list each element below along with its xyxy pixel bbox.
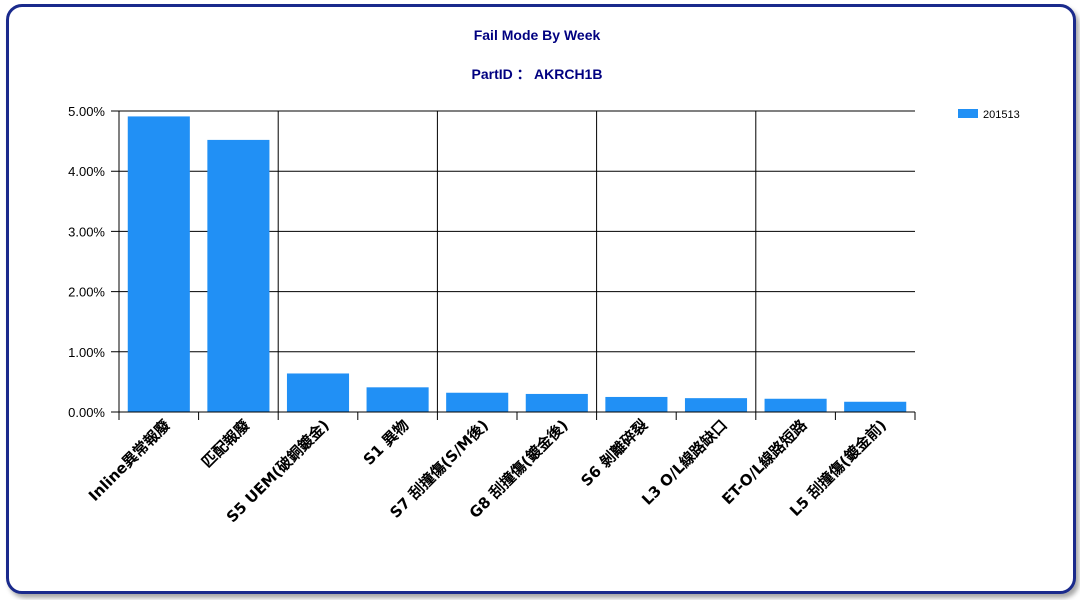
y-tick-label: 3.00% xyxy=(68,224,105,239)
x-tick-label: S6 剝離碎裂 xyxy=(577,416,651,490)
legend-swatch xyxy=(958,109,978,118)
bar xyxy=(844,401,907,412)
axes xyxy=(118,111,916,420)
legend: 201513 xyxy=(958,109,1020,121)
x-tick-label: 匹配報廢 xyxy=(198,415,254,471)
bars xyxy=(127,116,907,412)
bar xyxy=(207,139,270,412)
y-tick-label: 0.00% xyxy=(68,405,105,420)
x-tick-label: L3 O/L線路缺口 xyxy=(638,416,731,509)
bar xyxy=(605,396,668,412)
bar xyxy=(127,116,190,412)
bar xyxy=(286,373,350,412)
y-tick-labels: 0.00% 1.00% 2.00% 3.00% 4.00% 5.00% xyxy=(68,104,105,420)
x-tick-label: Inline異常報廢 xyxy=(85,415,174,504)
bar xyxy=(446,392,509,412)
y-tick-label: 1.00% xyxy=(68,345,105,360)
x-tick-label: S1 異物 xyxy=(360,416,413,469)
bar xyxy=(366,387,429,412)
bar xyxy=(525,393,588,412)
bar xyxy=(684,398,748,412)
y-tick-label: 5.00% xyxy=(68,104,105,119)
chart-subtitle: PartID ： AKRCH1B xyxy=(472,66,603,82)
bar xyxy=(764,398,827,412)
chart-title: Fail Mode By Week xyxy=(474,27,601,43)
x-tick-label: ET-O/L線路短路 xyxy=(718,415,811,508)
y-tick-label: 2.00% xyxy=(68,285,105,300)
y-tick-label: 4.00% xyxy=(68,164,105,179)
legend-label: 201513 xyxy=(983,109,1020,121)
